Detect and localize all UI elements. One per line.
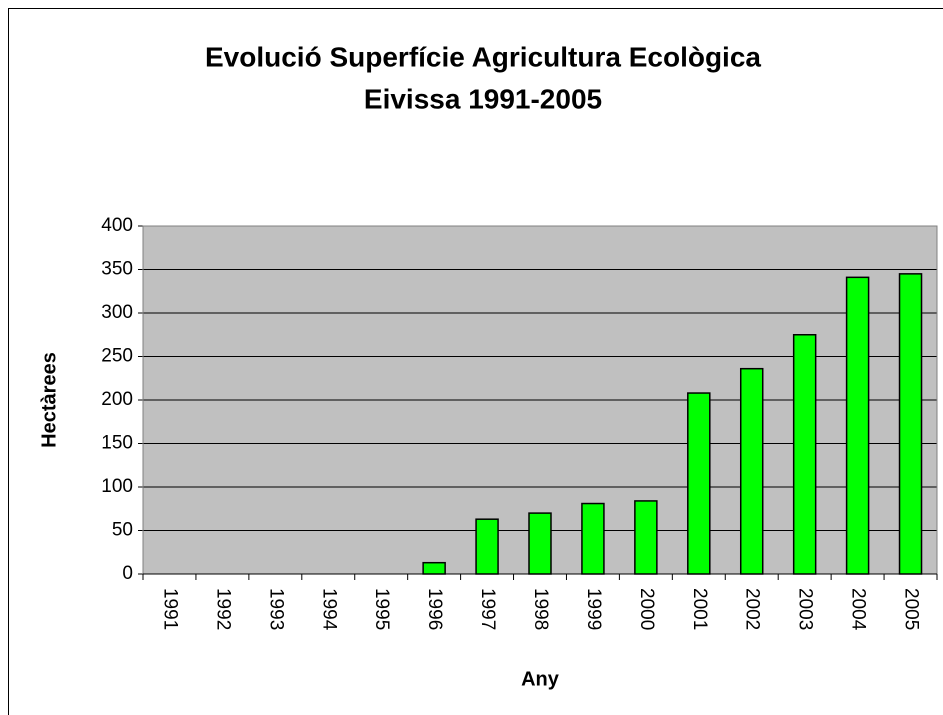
y-tick-label: 100 xyxy=(101,476,133,497)
y-axis-title: Hectàrees xyxy=(38,352,60,448)
y-tick-label: 150 xyxy=(101,433,133,454)
bar xyxy=(898,273,923,575)
x-tick-label: 1991 xyxy=(159,588,180,630)
bar xyxy=(422,561,446,575)
x-tick-label: 1999 xyxy=(583,588,604,630)
chart-title: Evolució Superfície Agricultura Ecològic… xyxy=(205,41,761,72)
x-tick-label: 1998 xyxy=(530,588,551,630)
x-tick-label: 1992 xyxy=(212,588,233,630)
x-tick-label: 2000 xyxy=(636,588,657,630)
y-tick-label: 300 xyxy=(101,302,133,323)
bar xyxy=(845,276,870,575)
x-tick-label: 1997 xyxy=(477,588,498,630)
x-tick-label: 1996 xyxy=(424,588,445,630)
bar xyxy=(739,367,764,575)
x-tick-label: 2005 xyxy=(901,588,922,630)
x-tick-label: 1995 xyxy=(371,588,392,630)
y-tick-label: 200 xyxy=(101,389,133,410)
x-tick-label: 2002 xyxy=(742,588,763,630)
x-axis-title: Any xyxy=(521,668,560,690)
bar xyxy=(687,392,711,575)
chart-title: Eivissa 1991-2005 xyxy=(364,83,602,114)
bar xyxy=(634,500,658,575)
y-tick-label: 50 xyxy=(112,520,133,541)
y-tick-label: 0 xyxy=(122,563,133,584)
bar xyxy=(792,334,817,575)
y-tick-label: 350 xyxy=(101,259,133,280)
bar xyxy=(528,512,552,575)
y-tick-label: 250 xyxy=(101,346,133,367)
x-tick-label: 2003 xyxy=(795,588,816,630)
x-tick-label: 1993 xyxy=(265,588,286,630)
x-tick-label: 2004 xyxy=(848,588,869,631)
y-tick-label: 400 xyxy=(101,215,133,236)
x-tick-label: 2001 xyxy=(689,588,710,630)
bar xyxy=(581,502,605,575)
bar xyxy=(475,518,499,575)
x-tick-label: 1994 xyxy=(318,588,339,631)
